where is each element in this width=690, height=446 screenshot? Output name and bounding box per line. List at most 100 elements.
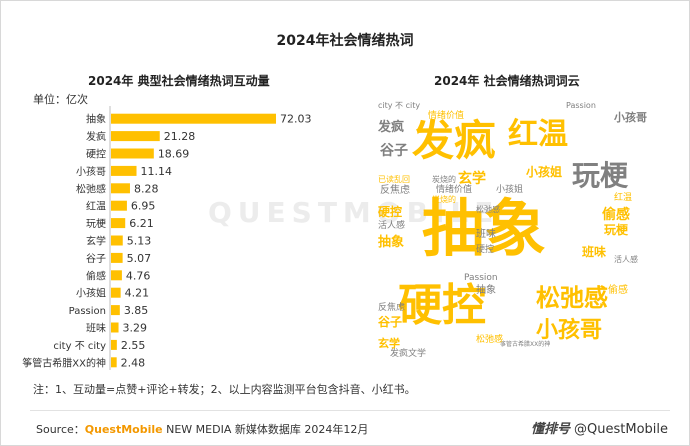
word-cloud-word: 小孩姐 <box>496 185 524 195</box>
credit: 懂排号 @QuestMobile <box>531 418 668 437</box>
bar-category-label: Passion <box>69 306 106 317</box>
bar-chart: 抽象 72.03 发疯 21.28 硬控 18.69 小孩哥 11.14 松弛感 8.28 红温 6.… <box>0 104 340 371</box>
word-cloud-word: 玩梗 <box>604 223 629 237</box>
word-cloud-word: 反焦虑 <box>380 185 410 196</box>
word-cloud-word: 情绪价值 <box>428 111 465 121</box>
bar-category-label: 谷子 <box>86 253 106 265</box>
bar-category-label: 小孩哥 <box>76 165 106 178</box>
bar-value-label: 3.29 <box>123 322 147 335</box>
word-cloud-word: 发疯 <box>378 120 405 135</box>
word-cloud-word: 抽象 <box>422 192 547 265</box>
bar-value-label: 6.21 <box>129 217 154 230</box>
source-line: Source：QuestMobile NEW MEDIA 新媒体数据库 2024… <box>36 421 368 437</box>
bar-category-label: 硬控 <box>86 148 106 161</box>
bar-value-label: 5.13 <box>127 235 151 248</box>
source-prefix: Source： <box>36 423 85 436</box>
bar-category-label: 红温 <box>86 200 106 213</box>
bar <box>111 270 122 281</box>
word-cloud-word: 小孩哥 <box>614 111 647 124</box>
source-brand: QuestMobile <box>84 423 163 436</box>
credit-handle: @QuestMobile <box>574 422 668 437</box>
bar-chart-svg: 抽象 72.03 发疯 21.28 硬控 18.69 小孩哥 11.14 松弛感 8.28 红温 6.… <box>22 106 312 371</box>
word-cloud-word: 硬控 <box>398 280 486 331</box>
bar <box>111 165 137 176</box>
bar-value-label: 18.69 <box>158 148 190 161</box>
bar <box>111 235 123 246</box>
wordcloud-subtitle: 2024年 社会情绪热词词云 <box>434 74 580 88</box>
bar-value-label: 3.85 <box>124 304 149 317</box>
bar <box>111 252 123 263</box>
bar-value-label: 8.28 <box>134 182 159 195</box>
word-cloud-word: 红温 <box>614 193 633 203</box>
bar <box>111 322 119 333</box>
bar-value-label: 11.14 <box>141 165 173 178</box>
word-cloud-word: 玄学 <box>458 171 486 187</box>
word-cloud-word: 松弛感 <box>476 335 504 345</box>
word-cloud-word: 班味 <box>476 229 496 240</box>
bar-value-label: 5.07 <box>127 252 152 265</box>
bar-value-label: 6.95 <box>131 200 156 213</box>
bar <box>111 305 120 316</box>
word-cloud: 抽象 硬控 发疯 红温 玩梗 松弛感 小孩哥 玄学 谷子 发疯 偷感 小孩姐 玩梗 班味 抽象 硬控 小孩哥 情绪… <box>376 102 647 366</box>
word-cloud-word: 抽象 <box>378 235 405 250</box>
word-cloud-word: 硬控 <box>378 205 403 219</box>
bar <box>111 218 126 229</box>
bar-category-label: 发疯 <box>86 130 106 143</box>
bar-category-label: city 不 city <box>53 341 106 352</box>
word-cloud-word: 小孩姐 <box>526 165 563 179</box>
bar-value-label: 4.21 <box>125 287 149 300</box>
word-cloud-word: 活人感 <box>378 221 406 231</box>
bar <box>111 357 117 368</box>
word-cloud-word: 筝管古希腊XX的神 <box>500 341 551 348</box>
bar-value-label: 2.48 <box>121 356 146 369</box>
bar <box>111 339 117 350</box>
word-cloud-word: 小孩哥 <box>536 318 603 343</box>
word-cloud-word: 谷子 <box>378 315 403 329</box>
word-cloud-word: 偷感 <box>608 285 628 296</box>
word-cloud-word: 反焦虑 <box>378 303 406 313</box>
word-cloud-word: 炭烧的 <box>432 195 456 204</box>
footnote: 注：1、互动量=点赞+评论+转发；2、以上内容监测平台包含抖音、小红书。 <box>33 383 416 396</box>
word-cloud-word: 松弛感 <box>536 284 608 312</box>
bar <box>111 200 127 211</box>
bar-category-label: 小孩姐 <box>76 287 106 300</box>
bar <box>111 287 121 298</box>
bar-category-label: 班味 <box>86 323 106 335</box>
word-cloud-word: 班味 <box>582 245 607 259</box>
footer-divider <box>30 410 670 411</box>
word-cloud-word: 玩梗 <box>572 159 629 192</box>
bar-value-label: 2.55 <box>121 339 145 352</box>
word-cloud-word: 硬控 <box>476 245 495 255</box>
bar-category-label: 玄学 <box>86 235 106 248</box>
source-rest: NEW MEDIA 新媒体数据库 2024年12月 <box>162 423 369 436</box>
bar-chart-subtitle: 2024年 典型社会情绪热词互动量 <box>88 74 270 88</box>
word-cloud-word: Passion <box>464 273 498 283</box>
word-cloud-word: 偷感 <box>602 207 630 223</box>
word-cloud-word: 玄学 <box>378 337 400 350</box>
bar-value-label: 4.76 <box>126 269 151 282</box>
word-cloud-word: 抽象 <box>476 285 496 296</box>
word-cloud-word: 松弛感 <box>476 205 500 214</box>
bar-category-label: 松弛感 <box>76 182 106 195</box>
word-cloud-word: 炭烧的 <box>432 175 456 184</box>
bar <box>111 148 154 159</box>
bar-category-label: 抽象 <box>86 113 106 126</box>
word-cloud-word: 活人感 <box>614 255 638 264</box>
bar-category-label: 偷感 <box>86 269 106 282</box>
word-cloud-word: 发疯 <box>412 116 497 165</box>
bar <box>111 113 276 124</box>
word-cloud-word: Passion <box>566 101 596 110</box>
word-cloud-word: city 不 city <box>378 101 421 110</box>
word-cloud-word: 谷子 <box>380 143 408 159</box>
bar-value-label: 21.28 <box>164 130 196 143</box>
credit-logo: 懂排号 <box>531 422 571 437</box>
word-cloud-word: 已读乱回 <box>378 175 410 184</box>
bar <box>111 183 130 194</box>
page-title: 2024年社会情绪热词 <box>276 33 414 49</box>
bar-category-label: 筝管古希腊XX的神 <box>22 356 106 369</box>
word-cloud-word: 情绪价值 <box>436 185 473 195</box>
word-cloud-word: 红温 <box>508 117 568 152</box>
unit-label: 单位：亿次 <box>33 93 88 106</box>
bar-category-label: 玩梗 <box>86 217 106 230</box>
word-cloud-word: 发疯文学 <box>390 349 427 359</box>
